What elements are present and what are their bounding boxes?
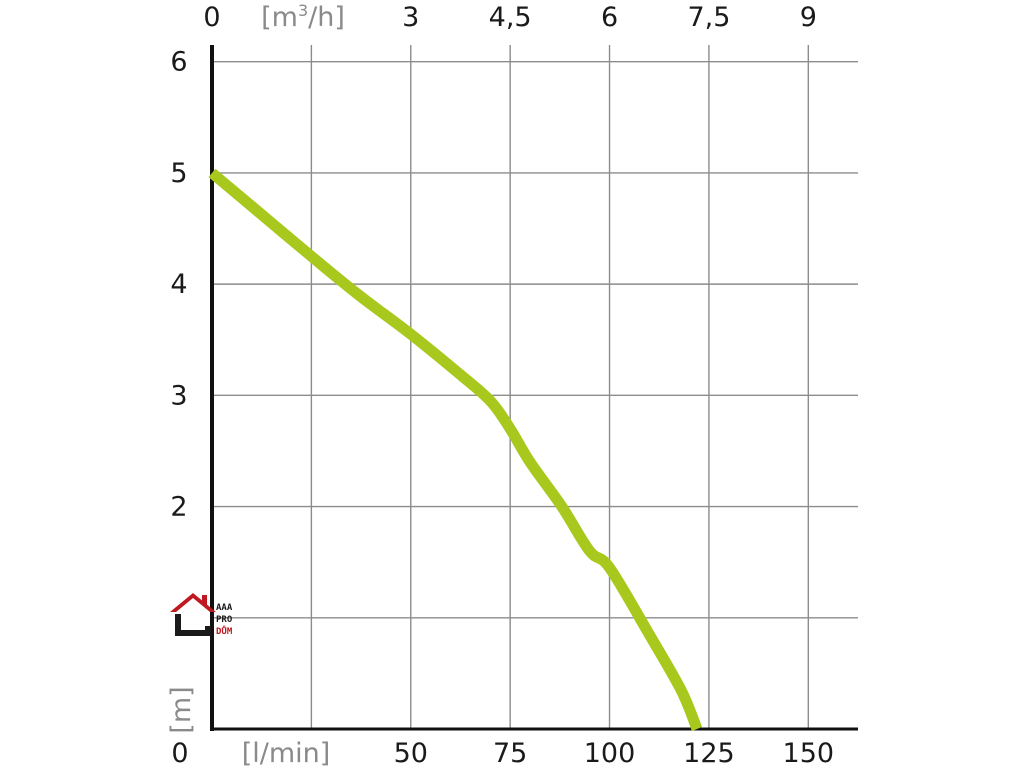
axes bbox=[210, 45, 858, 731]
bottom-axis-unit-label: [l/min] bbox=[242, 738, 331, 768]
top-tick-label: 7,5 bbox=[687, 2, 730, 33]
series-layer bbox=[208, 168, 703, 732]
y-tick-label: 2 bbox=[170, 492, 187, 523]
top-tick-label: 3 bbox=[402, 2, 419, 33]
top-tick-label: 4,5 bbox=[489, 2, 532, 33]
top-tick-label: 0 bbox=[203, 2, 220, 33]
y-tick-label: 6 bbox=[170, 47, 187, 78]
top-tick-label: 6 bbox=[601, 2, 618, 33]
y-axis-unit-label: [m] bbox=[166, 686, 197, 733]
aaa-pro-dum-logo: AAA PRO DŮM bbox=[170, 593, 233, 637]
top-axis-unit-label: [m3/h] bbox=[261, 1, 345, 33]
bottom-tick-label: 100 bbox=[584, 738, 636, 768]
bottom-tick-label: 75 bbox=[493, 738, 527, 768]
y-tick-label: 3 bbox=[170, 380, 187, 411]
logo-text-line-3: DŮM bbox=[216, 625, 233, 637]
grid bbox=[212, 45, 858, 729]
logo-text-line-2: PRO bbox=[216, 615, 233, 625]
bottom-tick-label: 125 bbox=[683, 738, 735, 768]
bottom-tick-label: 50 bbox=[394, 738, 428, 768]
performance-curve bbox=[208, 168, 703, 732]
y-tick-label: 4 bbox=[170, 269, 187, 300]
bottom-tick-label: 0 bbox=[171, 738, 188, 768]
tick-labels: 0 50 75 100 125 150 0 3 4,5 6 7,5 9 2 3 4 5 6 bbox=[170, 2, 834, 768]
bottom-tick-label: 150 bbox=[783, 738, 835, 768]
logo-text-line-1: AAA bbox=[216, 603, 233, 613]
top-tick-label: 9 bbox=[800, 2, 817, 33]
y-tick-label: 5 bbox=[170, 158, 187, 189]
